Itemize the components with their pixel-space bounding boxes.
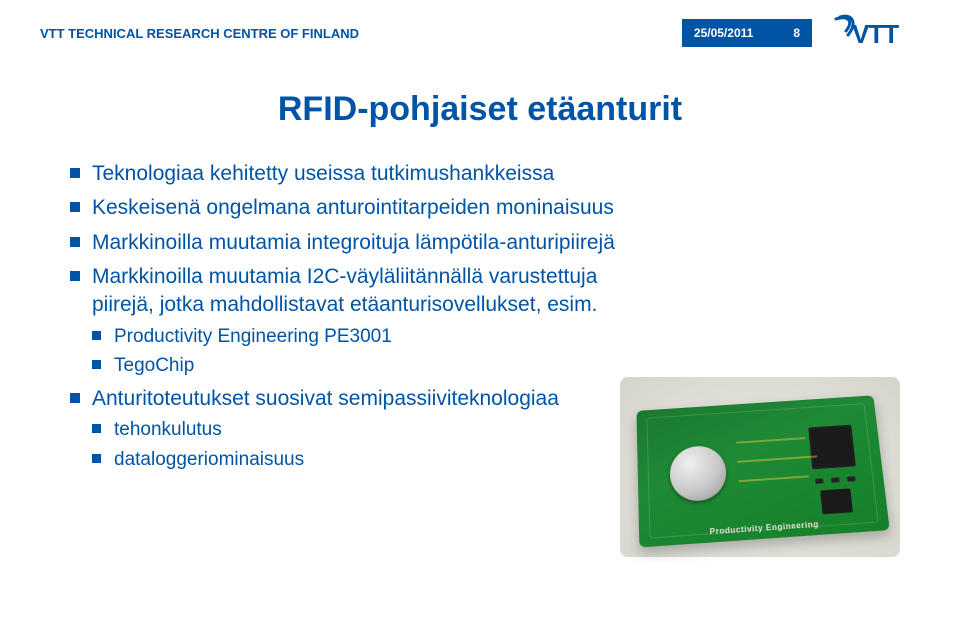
bullet-text: Teknologiaa kehitetty useissa tutkimusha… xyxy=(92,162,554,185)
header: VTT TECHNICAL RESEARCH CENTRE OF FINLAND… xyxy=(40,15,920,51)
bullet-text: Keskeisenä ongelmana anturointitarpeiden… xyxy=(92,196,614,219)
vtt-logo: VTT xyxy=(834,13,920,53)
pcb-photo: Productivity Engineering xyxy=(620,377,900,557)
pcb-caption: Productivity Engineering xyxy=(709,520,819,537)
org-name: VTT TECHNICAL RESEARCH CENTRE OF FINLAND xyxy=(40,26,682,41)
bullet-l1: Anturitoteutukset suosivat semipassiivit… xyxy=(70,385,660,473)
bullet-l1: Markkinoilla muutamia I2C-väyläliitännäl… xyxy=(70,263,660,379)
slide-title: RFID-pohjaiset etäanturit xyxy=(0,90,960,129)
pcb-trace xyxy=(739,475,809,482)
smd-component xyxy=(831,477,840,482)
header-meta: 25/05/2011 8 xyxy=(682,19,812,47)
pcb-trace xyxy=(736,437,805,444)
bullet-text: Productivity Engineering PE3001 xyxy=(114,326,392,347)
smd-component xyxy=(815,478,823,483)
bullet-l2: dataloggeriominaisuus xyxy=(92,447,660,473)
pcb-trace xyxy=(737,455,817,462)
pcb-board: Productivity Engineering xyxy=(636,395,889,547)
bullet-l2: Productivity Engineering PE3001 xyxy=(92,324,660,350)
content-body: Teknologiaa kehitetty useissa tutkimusha… xyxy=(70,160,660,479)
smd-component xyxy=(847,476,856,481)
bullet-text: Markkinoilla muutamia I2C-väyläliitännäl… xyxy=(92,265,597,316)
bullet-text: TegoChip xyxy=(114,355,194,376)
bullet-l2: TegoChip xyxy=(92,353,660,379)
bullet-l1: Markkinoilla muutamia integroituja lämpö… xyxy=(70,229,660,257)
bullet-l2: tehonkulutus xyxy=(92,417,660,443)
bullet-text: tehonkulutus xyxy=(114,419,222,440)
header-right: 25/05/2011 8 VTT xyxy=(682,13,920,53)
secondary-ic-chip xyxy=(820,488,853,514)
bullet-l1: Keskeisenä ongelmana anturointitarpeiden… xyxy=(70,194,660,222)
coin-cell-battery xyxy=(669,444,728,502)
slide: VTT TECHNICAL RESEARCH CENTRE OF FINLAND… xyxy=(0,0,960,617)
svg-text:VTT: VTT xyxy=(852,19,899,49)
bullet-text: Markkinoilla muutamia integroituja lämpö… xyxy=(92,231,615,254)
bullet-l1: Teknologiaa kehitetty useissa tutkimusha… xyxy=(70,160,660,188)
main-ic-chip xyxy=(808,425,856,470)
bullet-text: dataloggeriominaisuus xyxy=(114,449,304,470)
vtt-logo-icon: VTT xyxy=(834,13,920,53)
bullet-text: Anturitoteutukset suosivat semipassiivit… xyxy=(92,387,559,410)
slide-page-number: 8 xyxy=(793,26,800,40)
slide-date: 25/05/2011 xyxy=(694,26,753,40)
